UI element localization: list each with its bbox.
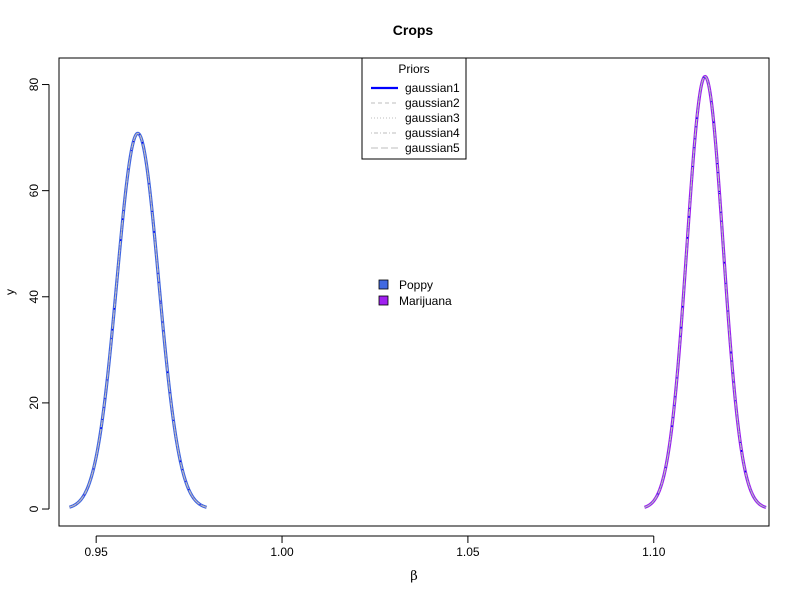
y-tick-label: 60 [27,184,41,198]
x-axis: 0.95 1.00 1.05 1.10 [84,535,666,559]
x-tick-label: 1.05 [456,545,480,559]
y-tick-label: 80 [27,78,41,92]
curve-marijuana-gaussian5 [644,76,767,508]
legend-label-gaussian5: gaussian5 [405,141,460,155]
legend-label-poppy: Poppy [399,278,433,292]
curve-marijuana-gaussian2 [644,76,767,508]
y-tick-label: 0 [27,505,41,512]
legend-crops: Poppy Marijuana [378,278,452,308]
x-tick-label: 1.10 [642,545,666,559]
y-tick-label: 20 [27,396,41,410]
legend-label-gaussian3: gaussian3 [405,111,460,125]
curve-marijuana-gaussian4 [644,76,767,508]
curve-poppy-band [68,131,208,509]
legend-label-gaussian1: gaussian1 [405,81,460,95]
curve-poppy-gaussian2 [69,132,207,508]
curve-poppy-gaussian5 [69,132,207,508]
legend-priors-title: Priors [398,62,429,76]
x-tick-label: 0.95 [84,545,108,559]
legend-label-marijuana: Marijuana [399,294,452,308]
x-axis-label: β [410,569,418,584]
legend-label-gaussian2: gaussian2 [405,96,460,110]
curve-marijuana-gaussian1 [644,75,767,509]
legend-priors-box [361,57,467,160]
y-axis: 0 20 40 60 80 [27,78,50,512]
curve-marijuana-gaussian3 [644,76,767,508]
x-tick-label: 1.00 [270,545,294,559]
y-tick-label: 40 [27,290,41,304]
curve-poppy-gaussian1 [69,132,207,508]
legend-priors: Priors gaussian1gaussian2gaussian3gaussi… [361,57,467,160]
legend-swatch-poppy [378,279,389,290]
chart-title: Crops [393,22,434,38]
curve-poppy-gaussian3 [69,132,207,508]
legend-priors-entries: gaussian1gaussian2gaussian3gaussian4gaus… [371,81,460,155]
curve-poppy-gaussian4 [69,132,207,508]
curves-group [68,74,767,509]
curve-marijuana-band [643,74,767,509]
y-axis-label: y [3,289,17,295]
legend-swatch-marijuana [378,295,389,306]
legend-label-gaussian4: gaussian4 [405,126,460,140]
